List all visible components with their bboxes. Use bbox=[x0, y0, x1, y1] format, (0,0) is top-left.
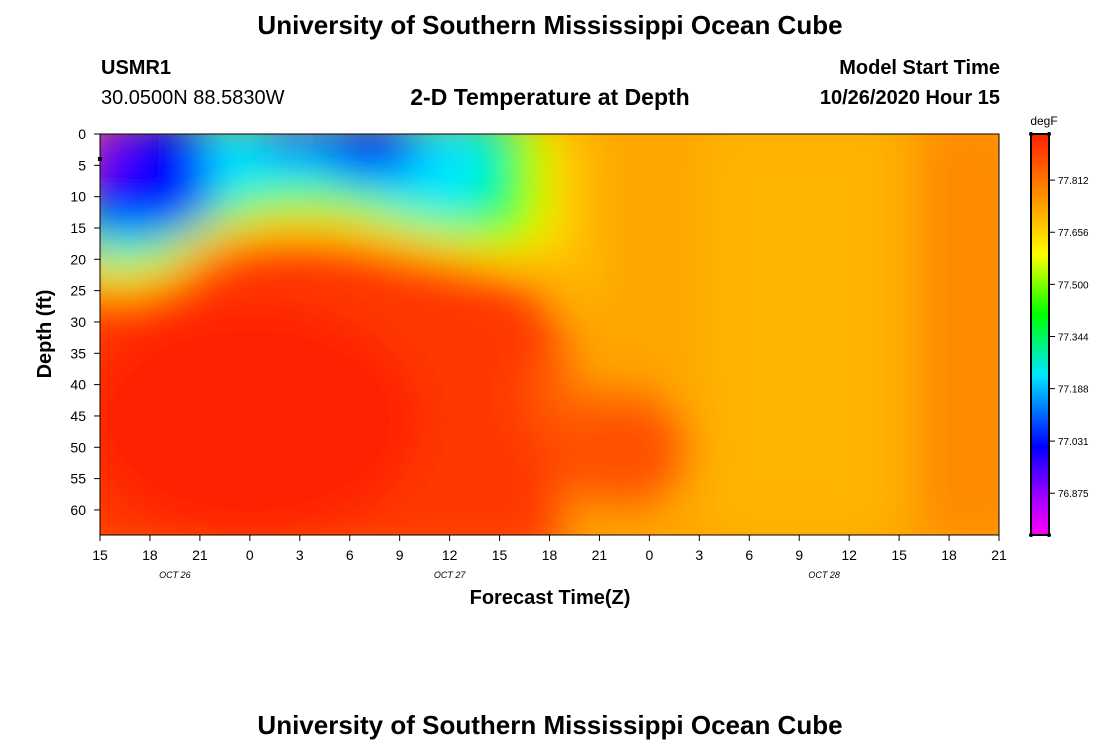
x-date-labels: OCT 26 OCT 27 OCT 28 bbox=[159, 570, 840, 580]
x-tick-label: 3 bbox=[695, 547, 703, 563]
x-tick-label: 0 bbox=[645, 547, 653, 563]
page-title: University of Southern Mississippi Ocean… bbox=[257, 10, 843, 40]
x-tick-label: 9 bbox=[396, 547, 404, 563]
y-tick-label: 40 bbox=[70, 377, 86, 393]
heatmap-field bbox=[100, 134, 999, 535]
x-tick-label: 18 bbox=[542, 547, 558, 563]
x-tick-label: 18 bbox=[941, 547, 957, 563]
y-tick-label: 10 bbox=[70, 189, 86, 205]
x-date-label: OCT 27 bbox=[434, 570, 467, 580]
x-tick-label: 21 bbox=[592, 547, 608, 563]
y-tick-label: 30 bbox=[70, 314, 86, 330]
colorbar-tick-label: 77.812 bbox=[1058, 176, 1089, 187]
footer-title: University of Southern Mississippi Ocean… bbox=[257, 710, 843, 740]
x-axis-label: Forecast Time(Z) bbox=[470, 587, 631, 609]
y-axis-label: Depth (ft) bbox=[34, 290, 56, 379]
y-tick-label: 0 bbox=[78, 126, 86, 142]
x-tick-label: 3 bbox=[296, 547, 304, 563]
y-tick-label: 45 bbox=[70, 408, 86, 424]
station-id: USMR1 bbox=[101, 57, 172, 79]
y-tick-label: 60 bbox=[70, 502, 86, 518]
y-tick-label: 35 bbox=[70, 345, 86, 361]
station-marker bbox=[98, 157, 102, 161]
colorbar-tick-label: 77.344 bbox=[1058, 333, 1089, 344]
colorbar-tick-label: 76.875 bbox=[1058, 489, 1089, 500]
colorbar-tick-label: 77.188 bbox=[1058, 385, 1089, 396]
x-tick-label: 15 bbox=[92, 547, 108, 563]
x-tick-label: 15 bbox=[492, 547, 508, 563]
model-start-value: 10/26/2020 Hour 15 bbox=[819, 87, 1000, 109]
y-axis: 0 5 10 15 20 25 30 35 40 45 50 55 60 bbox=[70, 126, 100, 518]
x-date-label: OCT 26 bbox=[159, 570, 191, 580]
model-start-label: Model Start Time bbox=[839, 57, 1000, 79]
x-tick-label: 6 bbox=[745, 547, 753, 563]
x-tick-label: 21 bbox=[991, 547, 1007, 563]
colorbar-tick-label: 77.031 bbox=[1058, 437, 1089, 448]
y-tick-label: 5 bbox=[78, 157, 86, 173]
x-tick-label: 15 bbox=[891, 547, 907, 563]
station-coords: 30.0500N 88.5830W bbox=[101, 87, 285, 109]
colorbar-ticks: 77.812 77.656 77.500 77.344 77.188 77.031 76.8… bbox=[1049, 176, 1089, 500]
y-tick-label: 50 bbox=[70, 439, 86, 455]
x-tick-label: 21 bbox=[192, 547, 208, 563]
y-tick-label: 15 bbox=[70, 220, 86, 236]
y-tick-label: 20 bbox=[70, 251, 86, 267]
x-tick-label: 12 bbox=[841, 547, 857, 563]
colorbar-unit: degF bbox=[1030, 114, 1057, 128]
y-tick-label: 55 bbox=[70, 471, 86, 487]
x-tick-label: 0 bbox=[246, 547, 254, 563]
x-tick-label: 6 bbox=[346, 547, 354, 563]
x-axis: 15 18 21 0 3 6 9 12 15 18 21 0 3 6 9 12 15 18 21 bbox=[92, 535, 1007, 563]
x-tick-label: 18 bbox=[142, 547, 158, 563]
x-tick-label: 9 bbox=[795, 547, 803, 563]
colorbar-tick-label: 77.500 bbox=[1058, 280, 1089, 291]
y-tick-label: 25 bbox=[70, 283, 86, 299]
colorbar-tick-label: 77.656 bbox=[1058, 228, 1089, 239]
x-date-label: OCT 28 bbox=[808, 570, 840, 580]
plot-title: 2-D Temperature at Depth bbox=[410, 84, 690, 110]
colorbar bbox=[1030, 133, 1050, 536]
x-tick-label: 12 bbox=[442, 547, 458, 563]
